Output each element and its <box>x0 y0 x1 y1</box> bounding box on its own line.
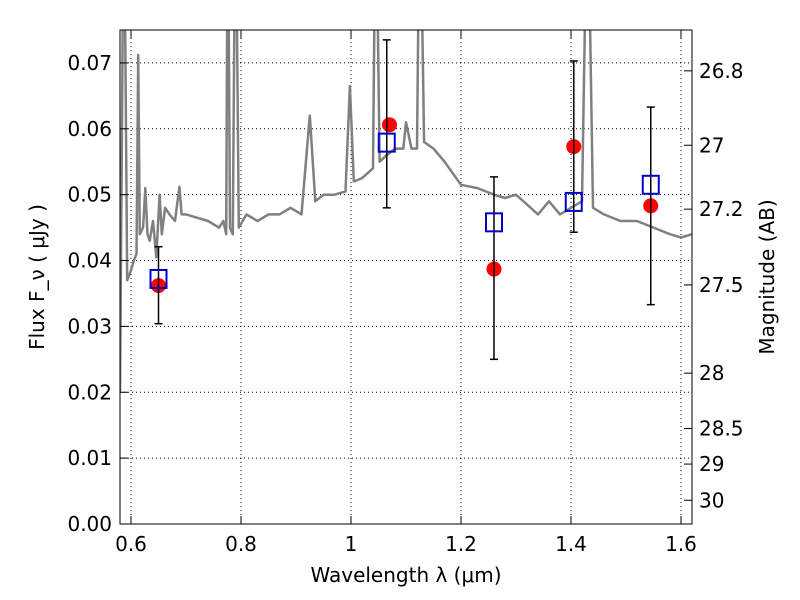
y-tick-label: 0.07 <box>67 51 112 75</box>
spectrum-curve-layer <box>120 30 692 393</box>
y-tick-label: 0.01 <box>67 446 112 470</box>
x-axis-title: Wavelength λ (μm) <box>310 563 501 587</box>
x-tick-labels: 0.6 0.8 1 1.2 1.4 1.6 <box>115 532 697 556</box>
data-point-square <box>377 132 396 153</box>
x-tick-label: 1.2 <box>445 532 477 556</box>
y2-tick-label: 27 <box>699 133 724 157</box>
ticks <box>120 30 692 525</box>
x-tick-label: 1.6 <box>665 532 697 556</box>
y-tick-label: 0.00 <box>67 512 112 536</box>
y-axis-title: Flux F_ν ( μJy ) <box>25 204 49 350</box>
y2-tick-label: 28.5 <box>699 416 744 440</box>
plot-frame <box>119 29 693 525</box>
data-point-circle <box>382 117 397 133</box>
plot-background <box>120 30 692 524</box>
y2-tick-label: 26.8 <box>699 59 744 83</box>
y2-tick-labels: 26.8 27 27.2 27.5 28 28.5 29 30 <box>699 59 744 512</box>
grid <box>120 30 692 524</box>
y2-tick-label: 28 <box>699 361 724 385</box>
y-tick-label: 0.04 <box>67 249 112 273</box>
x-tick-label: 0.6 <box>115 532 147 556</box>
x-tick-label: 1.4 <box>555 532 587 556</box>
y2-tick-label: 29 <box>699 452 724 476</box>
data-point-square <box>641 174 660 195</box>
y2-tick-label: 30 <box>699 488 724 512</box>
data-point-square <box>564 191 583 212</box>
y-tick-labels: 0.00 0.01 0.02 0.03 0.04 0.05 0.06 0.07 <box>67 51 112 536</box>
y-tick-label: 0.05 <box>67 183 112 207</box>
x-tick-label: 0.8 <box>225 532 257 556</box>
spectrum-line <box>120 30 692 393</box>
data-point-square <box>485 212 503 233</box>
data-points-layer <box>149 39 660 361</box>
y-tick-label: 0.02 <box>67 380 112 404</box>
y2-axis-title: Magnitude (AB) <box>755 199 779 354</box>
y-tick-label: 0.06 <box>67 117 112 141</box>
data-point-square <box>149 268 168 289</box>
y2-tick-label: 27.2 <box>699 197 744 221</box>
x-tick-label: 1 <box>345 532 358 556</box>
y2-tick-label: 27.5 <box>699 273 744 297</box>
y-tick-label: 0.03 <box>67 314 112 338</box>
